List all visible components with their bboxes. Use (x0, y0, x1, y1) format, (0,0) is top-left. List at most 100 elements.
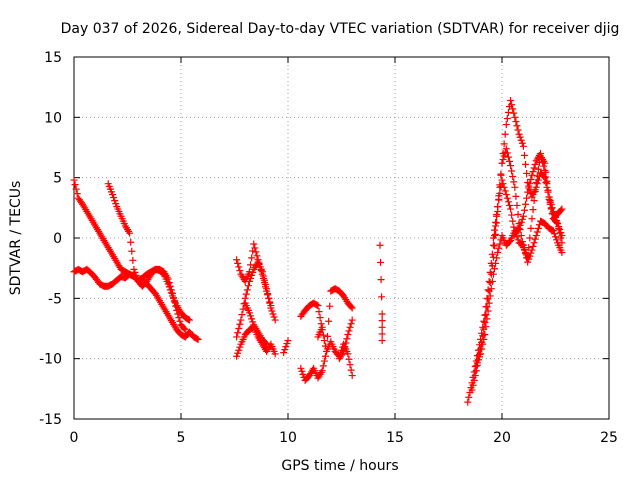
data-point (482, 311, 490, 319)
data-point (503, 149, 511, 157)
data-point (513, 201, 521, 209)
data-point (486, 268, 494, 276)
data-point (556, 229, 564, 237)
data-point (72, 185, 80, 193)
data-point (531, 235, 539, 243)
data-point (494, 203, 502, 211)
data-point (340, 347, 348, 355)
data-point (516, 221, 524, 229)
data-point (545, 193, 553, 201)
data-point (264, 290, 272, 298)
data-point (527, 224, 535, 232)
y-tick-label: -10 (39, 352, 62, 368)
data-point (318, 323, 326, 331)
data-point (522, 160, 530, 168)
data-point (165, 279, 173, 287)
data-point (504, 153, 512, 161)
data-point (252, 248, 260, 256)
data-point (171, 298, 179, 306)
y-tick-label: 0 (53, 231, 62, 247)
data-point (514, 236, 522, 244)
data-point (509, 217, 517, 225)
data-point (549, 227, 557, 235)
data-point (485, 299, 493, 307)
data-point (504, 109, 512, 117)
data-point (508, 101, 516, 109)
x-tick-label: 15 (386, 430, 404, 446)
data-point (489, 241, 497, 249)
data-point (132, 271, 140, 279)
data-point (314, 302, 322, 310)
data-point (493, 219, 501, 227)
data-point (471, 372, 479, 380)
data-point (520, 151, 528, 159)
data-point (491, 242, 499, 250)
data-point (503, 115, 511, 123)
data-point (548, 209, 556, 217)
data-point (558, 239, 566, 247)
data-point (236, 320, 244, 328)
data-point (498, 176, 506, 184)
data-point (242, 290, 250, 298)
data-point (479, 340, 487, 348)
data-point (542, 173, 550, 181)
data-point (492, 259, 500, 267)
data-point (502, 145, 510, 153)
data-point (507, 205, 515, 213)
data-point (248, 271, 256, 279)
data-point (259, 272, 267, 280)
series-track-j (314, 241, 386, 363)
data-point (502, 121, 510, 129)
data-point (166, 282, 174, 290)
data-point (531, 160, 539, 168)
data-point (181, 326, 189, 334)
data-point (488, 277, 496, 285)
data-point (486, 292, 494, 300)
data-point (484, 286, 492, 294)
data-point (500, 152, 508, 160)
data-point (500, 183, 508, 191)
chart-title: Day 037 of 2026, Sidereal Day-to-day VTE… (61, 21, 620, 37)
data-point (109, 191, 117, 199)
data-point (512, 192, 520, 200)
data-point (317, 320, 325, 328)
y-tick-label: 10 (44, 110, 62, 126)
data-point (164, 275, 172, 283)
data-point (127, 238, 135, 246)
data-point (131, 268, 139, 276)
series-track-g (241, 299, 271, 348)
data-point (533, 172, 541, 180)
data-point (494, 248, 502, 256)
data-point (262, 339, 270, 347)
data-point (527, 249, 535, 257)
data-point (378, 310, 386, 318)
data-point (491, 265, 499, 273)
data-point (110, 194, 118, 202)
data-point (558, 248, 566, 256)
data-point (481, 331, 489, 339)
data-point (498, 159, 506, 167)
data-point (326, 302, 334, 310)
data-point (346, 361, 354, 369)
data-point (269, 310, 277, 318)
data-point (513, 233, 521, 241)
data-point (508, 211, 516, 219)
data-point (507, 162, 515, 170)
data-point (233, 352, 241, 360)
data-point (555, 224, 563, 232)
data-point (477, 350, 485, 358)
data-point (489, 253, 497, 261)
series-track-e (233, 258, 279, 341)
data-point (539, 158, 547, 166)
data-point (318, 367, 326, 375)
data-point (173, 306, 181, 314)
data-point (489, 234, 497, 242)
data-point (263, 285, 271, 293)
series-track-b (70, 265, 194, 324)
data-point (234, 259, 242, 267)
data-point (528, 171, 536, 179)
data-point (544, 186, 552, 194)
data-point (348, 372, 356, 380)
data-point (346, 323, 354, 331)
data-point (537, 150, 545, 158)
